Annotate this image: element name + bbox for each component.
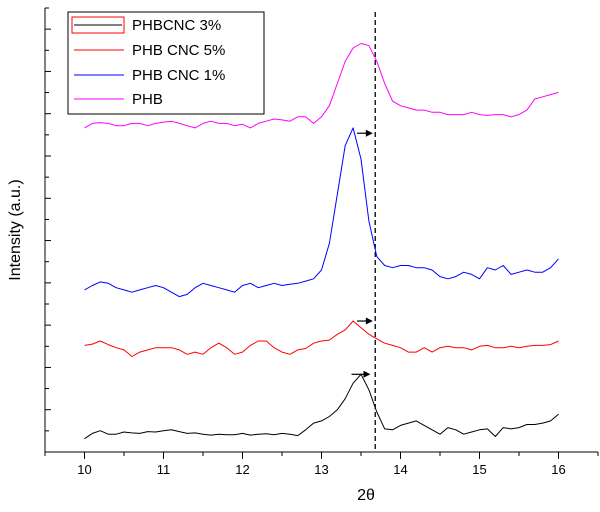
x-tick-label: 15 — [472, 462, 486, 477]
x-tick-label: 13 — [314, 462, 328, 477]
series-line-phb-cnc-1- — [84, 127, 559, 298]
legend-label: PHBCNC 3% — [132, 17, 221, 34]
x-tick-label: 16 — [551, 462, 565, 477]
series-layer — [84, 43, 559, 440]
legend-box — [67, 11, 265, 115]
x-tick-label: 10 — [77, 462, 91, 477]
x-axis-label: 2θ — [357, 487, 375, 504]
axes: 10 11 12 13 14 15 16 — [44, 7, 599, 477]
legend-label: PHB — [132, 91, 163, 108]
series-line-phb-cnc-5- — [84, 320, 559, 357]
legend-label: PHB CNC 1% — [132, 67, 225, 84]
series-line-phbcnc-3- — [84, 373, 559, 440]
arrow-layer — [351, 129, 373, 378]
legend: PHBCNC 3% PHB CNC 5% PHB CNC 1% PHB — [67, 11, 265, 115]
shift-arrow-head — [365, 317, 373, 325]
legend-label: PHB CNC 5% — [132, 42, 225, 59]
shift-arrow-head — [363, 370, 371, 378]
x-tick-label: 14 — [393, 462, 407, 477]
x-tick-label: 12 — [235, 462, 249, 477]
x-tick-label: 11 — [157, 462, 171, 477]
series-line-phb — [84, 43, 559, 129]
y-axis-label: Intensity (a.u.) — [7, 179, 24, 280]
shift-arrow-head — [365, 129, 373, 137]
legend-swatch-box — [71, 16, 125, 34]
